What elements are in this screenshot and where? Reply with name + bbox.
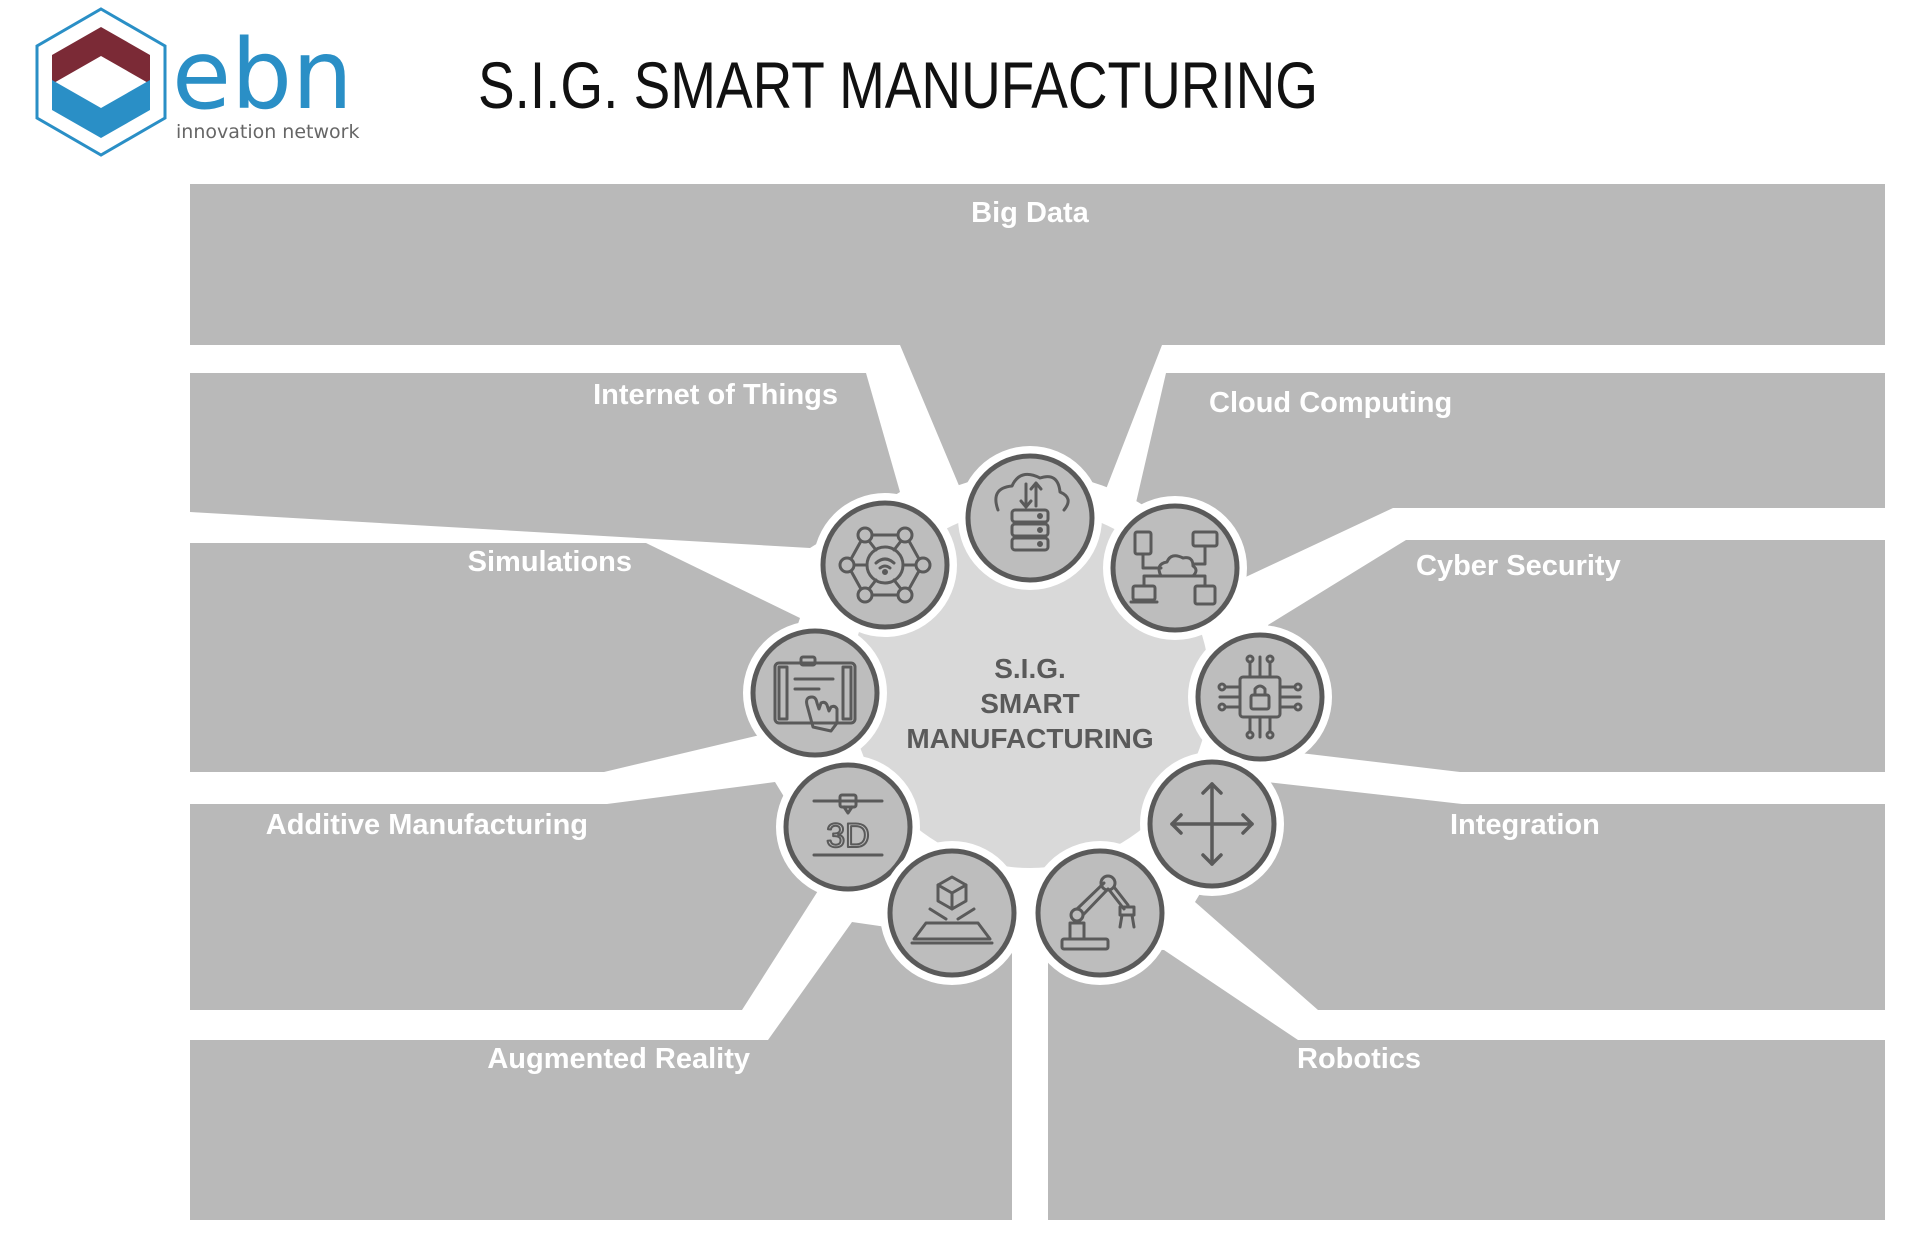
3d-printer-icon: 3D xyxy=(776,755,920,899)
label-internet-of-things: Internet of Things xyxy=(593,379,838,411)
label-cloud-computing: Cloud Computing xyxy=(1209,387,1452,419)
label-robotics: Robotics xyxy=(1297,1043,1421,1075)
label-cyber-security: Cyber Security xyxy=(1416,550,1621,582)
logo-blue-band xyxy=(52,80,150,138)
logo-maroon-band xyxy=(52,27,150,84)
hub-line-1: S.I.G. xyxy=(994,653,1066,684)
panel-additive-manufacturing xyxy=(190,782,830,1010)
hub-line-2: SMART xyxy=(980,688,1080,719)
hub-line-3: MANUFACTURING xyxy=(906,723,1153,754)
four-arrows-icon xyxy=(1140,752,1284,896)
chip-lock-icon xyxy=(1188,625,1332,769)
network-wifi-icon xyxy=(813,493,957,637)
label-augmented-reality: Augmented Reality xyxy=(487,1043,750,1075)
label-big-data: Big Data xyxy=(971,197,1090,229)
panel-cloud-computing xyxy=(1132,373,1885,590)
page-title: S.I.G. SMART MANUFACTURING xyxy=(478,48,1318,122)
panel-augmented-reality xyxy=(190,922,1012,1220)
panels xyxy=(190,184,1885,1220)
panel-simulations xyxy=(190,543,800,772)
panel-big-data xyxy=(190,184,1885,520)
3d-glyph: 3D xyxy=(826,817,869,855)
label-additive-manufacturing: Additive Manufacturing xyxy=(266,809,588,841)
logo-wordmark: ebn xyxy=(172,19,353,131)
ebn-logo: ebn innovation network xyxy=(35,7,359,157)
robot-arm-icon xyxy=(1028,841,1172,985)
touch-screen-icon xyxy=(743,621,887,765)
hologram-cube-icon xyxy=(880,841,1024,985)
server-cloud-icon xyxy=(958,446,1102,590)
segment-labels: Big Data Internet of Things Cloud Comput… xyxy=(266,197,1621,1075)
label-simulations: Simulations xyxy=(468,546,632,578)
logo-tagline: innovation network xyxy=(176,121,359,143)
hub-label: S.I.G. SMART MANUFACTURING xyxy=(906,653,1153,754)
panel-internet-of-things xyxy=(190,373,900,548)
cloud-network-icon xyxy=(1103,496,1247,640)
logo-hexagon-outline xyxy=(35,7,167,157)
logo-center-notch xyxy=(74,66,128,98)
label-integration: Integration xyxy=(1450,809,1600,841)
panel-cyber-security xyxy=(1268,540,1885,772)
panel-integration xyxy=(1195,782,1885,1010)
panel-robotics xyxy=(1048,945,1885,1220)
